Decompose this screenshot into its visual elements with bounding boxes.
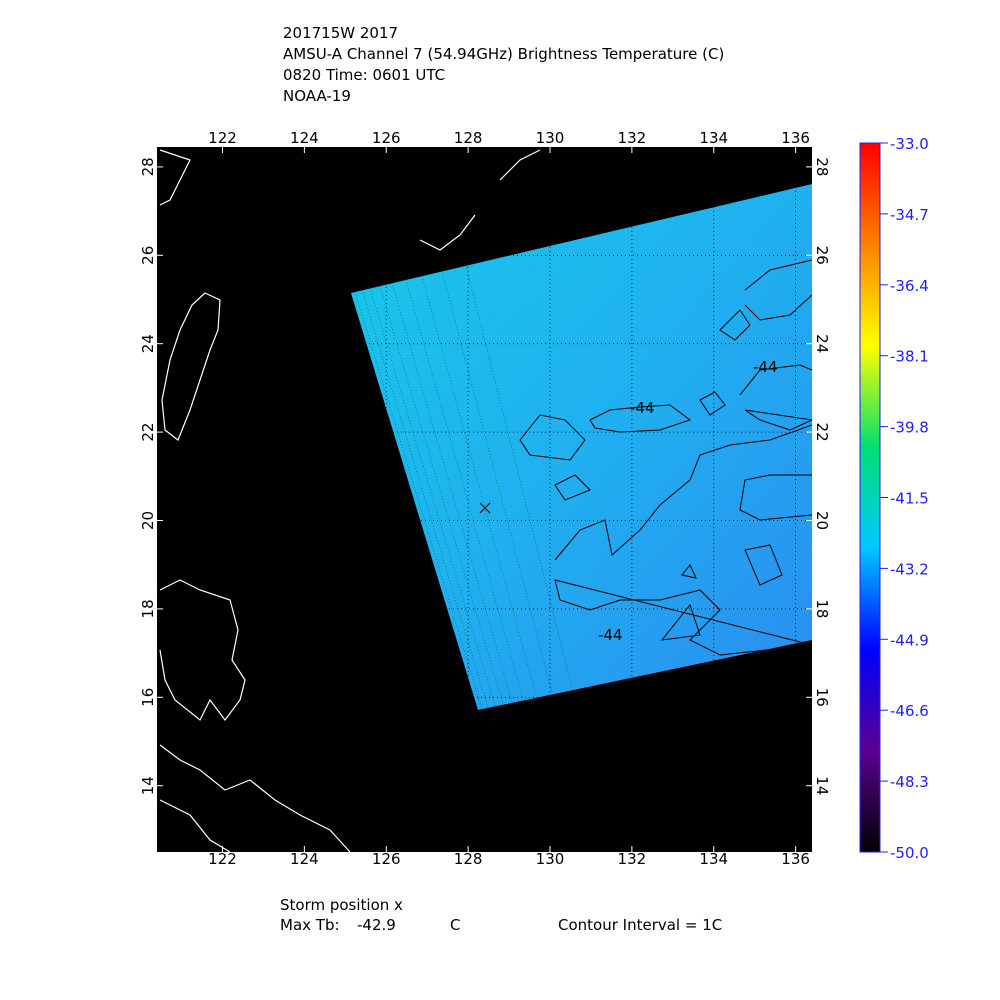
y-tick-label-left: 26: [139, 246, 157, 265]
colorbar-tick-label: -43.2: [890, 560, 929, 578]
colorbar-tick-label: -38.1: [890, 348, 929, 366]
y-tick-label-right: 24: [813, 334, 831, 353]
y-tick-label-right: 28: [813, 157, 831, 176]
y-tick-label-left: 20: [139, 511, 157, 530]
contour-interval: Contour Interval = 1C: [558, 916, 722, 934]
y-tick-label-left: 14: [139, 776, 157, 795]
contour-label: -44: [598, 626, 623, 644]
max-tb-value: -42.9: [357, 916, 396, 934]
y-tick-label-right: 20: [813, 511, 831, 530]
y-tick-label-left: 24: [139, 334, 157, 353]
colorbar-tick-label: -34.7: [890, 206, 929, 224]
x-tick-label-top: 126: [372, 129, 401, 147]
colorbar-tick-label: -46.6: [890, 702, 929, 720]
x-tick-label-top: 134: [699, 129, 728, 147]
max-tb-label: Max Tb:: [280, 916, 340, 934]
x-tick-label-bottom: 124: [290, 850, 319, 868]
x-tick-label-top: 130: [536, 129, 565, 147]
contour-label: -44: [630, 399, 655, 417]
y-tick-label-right: 16: [813, 688, 831, 707]
x-tick-label-bottom: 128: [454, 850, 483, 868]
y-tick-label-left: 18: [139, 599, 157, 618]
x-tick-label-bottom: 132: [618, 850, 647, 868]
title-line: NOAA-19: [283, 87, 351, 105]
colorbar-tick-label: -50.0: [890, 844, 929, 862]
colorbar-tick-label: -33.0: [890, 135, 929, 153]
x-tick-label-top: 136: [781, 129, 810, 147]
colorbar-tick-label: -36.4: [890, 277, 929, 295]
contour-label: -44: [753, 358, 778, 376]
coastlines: [159, 149, 541, 853]
colorbar-tick-label: -39.8: [890, 419, 929, 437]
y-tick-label-left: 16: [139, 688, 157, 707]
colorbar-tick-label: -48.3: [890, 773, 929, 791]
title-line: 201715W 2017: [283, 24, 398, 42]
x-tick-label-top: 132: [618, 129, 647, 147]
x-tick-label-bottom: 122: [208, 850, 237, 868]
x-tick-label-top: 128: [454, 129, 483, 147]
contours: [519, 259, 812, 656]
scan-lines: [354, 265, 573, 710]
colorbar: [859, 142, 881, 853]
colorbar-tick-label: -44.9: [890, 631, 929, 649]
title-line: 0820 Time: 0601 UTC: [283, 66, 445, 84]
y-tick-label-right: 22: [813, 423, 831, 442]
x-tick-label-top: 124: [290, 129, 319, 147]
y-tick-label-left: 22: [139, 423, 157, 442]
max-tb-unit: C: [450, 916, 460, 934]
y-tick-label-left: 28: [139, 157, 157, 176]
storm-position: Storm position x: [280, 896, 403, 914]
colorbar-tick-label: -41.5: [890, 490, 929, 508]
x-tick-label-top: 122: [208, 129, 237, 147]
y-tick-label-right: 26: [813, 246, 831, 265]
storm-marker: [479, 502, 491, 514]
x-tick-label-bottom: 130: [536, 850, 565, 868]
y-tick-label-right: 14: [813, 776, 831, 795]
x-tick-label-bottom: 126: [372, 850, 401, 868]
x-tick-label-bottom: 136: [781, 850, 810, 868]
title-line: AMSU-A Channel 7 (54.94GHz) Brightness T…: [283, 45, 724, 63]
x-tick-label-bottom: 134: [699, 850, 728, 868]
y-tick-label-right: 18: [813, 599, 831, 618]
